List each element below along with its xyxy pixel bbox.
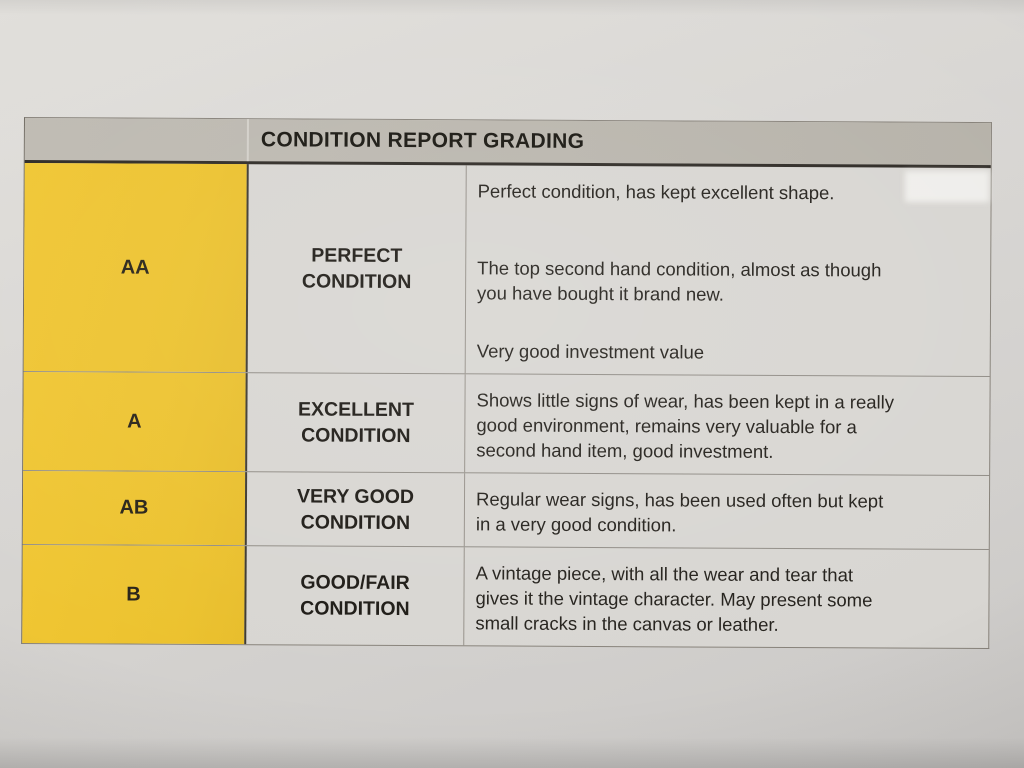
table-row: AA PERFECT CONDITION Perfect condition, … [23, 163, 991, 376]
table-row: B GOOD/FAIR CONDITION A vintage piece, w… [22, 543, 989, 649]
table-row: AB VERY GOOD CONDITION Regular wear sign… [22, 470, 990, 550]
photo-glare-patch [905, 171, 989, 202]
header-spacer-cell [24, 118, 249, 162]
description-paragraph: The top second hand condition, almost as… [477, 257, 882, 305]
grade-code-cell: AA [23, 163, 249, 373]
grade-description-cell: Shows little signs of wear, has been kep… [465, 374, 990, 475]
grade-name-label: EXCELLENT CONDITION [297, 398, 414, 448]
grade-code-cell: A [23, 372, 248, 472]
grade-description-cell: Regular wear signs, has been used often … [465, 473, 989, 549]
description-paragraph: A vintage piece, with all the wear and t… [475, 562, 873, 635]
description-paragraph: Shows little signs of wear, has been kep… [476, 389, 895, 462]
grade-name-cell: GOOD/FAIR CONDITION [246, 546, 465, 646]
table-row: A EXCELLENT CONDITION Shows little signs… [23, 371, 990, 476]
table-header-row: CONDITION REPORT GRADING [24, 118, 991, 169]
grade-name-cell: EXCELLENT CONDITION [247, 373, 466, 473]
grade-name-label: GOOD/FAIR CONDITION [300, 571, 410, 621]
description-paragraph: Regular wear signs, has been used often … [475, 488, 884, 536]
grade-description-cell: A vintage piece, with all the wear and t… [464, 547, 989, 648]
grade-name-label: PERFECT CONDITION [301, 244, 412, 294]
grade-name-label: VERY GOOD CONDITION [296, 484, 415, 534]
grade-name-cell: PERFECT CONDITION [247, 164, 467, 374]
grade-name-cell: VERY GOOD CONDITION [246, 472, 466, 547]
table-title: CONDITION REPORT GRADING [260, 128, 585, 153]
condition-report-sheet: CONDITION REPORT GRADING AA PERFECT COND… [21, 117, 992, 650]
condition-grading-table: CONDITION REPORT GRADING AA PERFECT COND… [21, 117, 992, 650]
description-paragraph: Perfect condition, has kept excellent sh… [477, 180, 835, 204]
description-paragraph: Very good investment value [476, 340, 705, 363]
grade-code-cell: B [22, 544, 247, 645]
grade-code-cell: AB [22, 471, 248, 546]
